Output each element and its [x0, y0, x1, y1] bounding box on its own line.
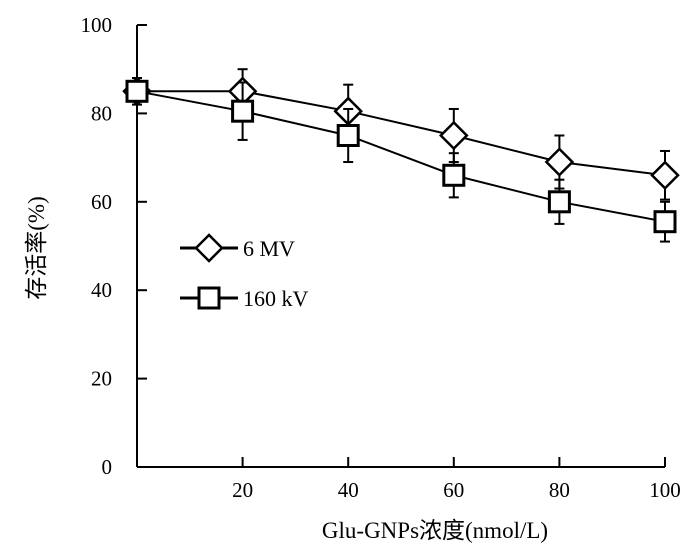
legend-label: 160 kV [243, 286, 309, 311]
x-tick-label: 40 [338, 478, 359, 502]
data-point [231, 99, 255, 123]
y-tick-label: 40 [91, 278, 112, 302]
x-tick-label: 80 [549, 478, 570, 502]
x-tick-label: 100 [649, 478, 681, 502]
data-point [547, 190, 571, 214]
data-point [653, 210, 677, 234]
data-point [442, 163, 466, 187]
legend-label: 6 MV [243, 236, 295, 261]
legend: 6 MV 160 kV [180, 233, 309, 311]
data-point [125, 79, 149, 103]
series-0 [122, 68, 680, 201]
data-point [544, 147, 575, 177]
y-tick-label: 100 [81, 13, 113, 37]
series-line [137, 90, 666, 177]
data-point [336, 124, 360, 147]
legend-entry-1: 160 kV [180, 286, 309, 311]
series-1 [125, 77, 677, 243]
legend-marker [194, 233, 224, 263]
series-layer [122, 68, 680, 243]
legend-marker [197, 286, 221, 310]
y-tick-label: 20 [91, 367, 112, 391]
axes: 0 20 40 60 80 100 20 40 60 80 100 [81, 13, 681, 502]
y-axis-label: 存活率(%) [24, 196, 49, 299]
y-tick-label: 60 [91, 190, 112, 214]
x-axis-label: Glu-GNPs浓度(nmol/L) [322, 518, 548, 543]
legend-entry-0: 6 MV [180, 233, 295, 263]
x-tick-label: 20 [232, 478, 253, 502]
y-tick-label: 80 [91, 101, 112, 125]
y-tick-label: 0 [102, 455, 113, 479]
series-line [136, 90, 666, 223]
x-tick-label: 60 [443, 478, 464, 502]
data-point [439, 120, 469, 151]
data-point [650, 160, 680, 191]
